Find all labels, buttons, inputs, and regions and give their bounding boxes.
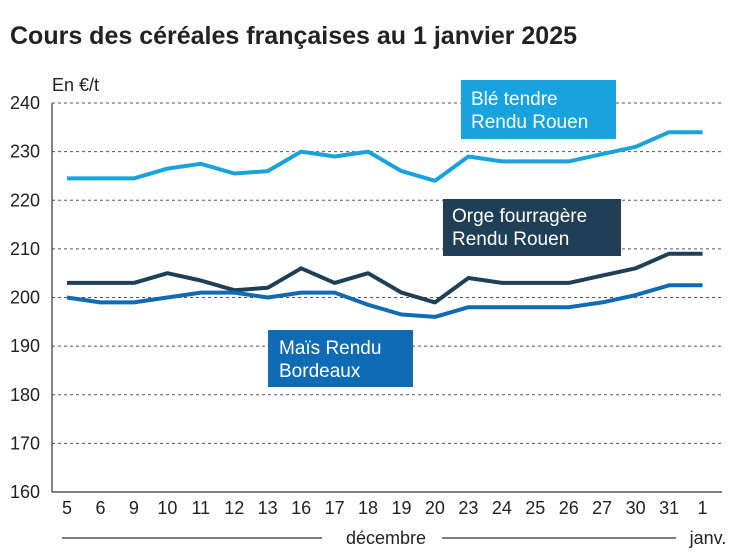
series-lines — [66, 130, 703, 319]
series-line-0 — [67, 130, 703, 183]
series-label-box — [268, 330, 413, 387]
x-tick-label: 12 — [224, 498, 244, 518]
x-tick-label: 26 — [559, 498, 579, 518]
y-tick-label: 190 — [10, 336, 40, 356]
x-tick-label: 20 — [425, 498, 445, 518]
x-tick-label: 31 — [659, 498, 679, 518]
series-label-box — [443, 199, 621, 256]
y-tick-label: 170 — [10, 433, 40, 453]
series-label-line: Rendu Rouen — [452, 229, 569, 250]
series-label-line: Maïs Rendu — [279, 338, 381, 359]
x-tick-label: 24 — [492, 498, 512, 518]
y-tick-label: 180 — [10, 385, 40, 405]
x-tick-label: 19 — [391, 498, 411, 518]
x-tick-label: 1 — [698, 498, 708, 518]
x-tick-label: 25 — [525, 498, 545, 518]
month-label-january: janv. — [689, 528, 727, 548]
x-tick-label: 9 — [129, 498, 139, 518]
y-axis-label: En €/t — [52, 75, 99, 95]
series-line-1 — [67, 251, 703, 305]
y-tick-label: 240 — [10, 93, 40, 113]
x-tick-label: 16 — [291, 498, 311, 518]
series-line-2 — [66, 283, 703, 319]
month-label-december: décembre — [346, 528, 426, 548]
series-label-line: Rendu Rouen — [471, 112, 588, 133]
y-tick-label: 160 — [10, 482, 40, 502]
y-tick-label: 210 — [10, 239, 40, 259]
x-tick-label: 5 — [62, 498, 72, 518]
series-label-line: Blé tendre — [471, 89, 558, 110]
series-label-line: Orge fourragère — [452, 206, 587, 227]
x-tick-label: 18 — [358, 498, 378, 518]
series-label-box — [461, 80, 616, 139]
x-tick-label: 27 — [592, 498, 612, 518]
x-tick-label: 30 — [626, 498, 646, 518]
chart-title: Cours des céréales françaises au 1 janvi… — [10, 22, 578, 50]
x-axis-ticks: 5 6 9 10 11 12 13 16 17 18 19 20 23 24 25 26 27 30 31 1 — [62, 498, 708, 518]
x-tick-label: 13 — [258, 498, 278, 518]
x-tick-label: 17 — [325, 498, 345, 518]
series-label-line: Bordeaux — [279, 361, 361, 382]
y-tick-label: 220 — [10, 190, 40, 210]
y-tick-label: 200 — [10, 288, 40, 308]
x-tick-label: 11 — [191, 498, 210, 518]
y-axis-ticks: 160 170 180 190 200 210 220 230 240 — [10, 93, 40, 502]
month-axis: décembre janv. — [62, 528, 726, 548]
x-tick-label: 23 — [458, 498, 478, 518]
x-tick-label: 6 — [95, 498, 105, 518]
y-tick-label: 230 — [10, 142, 40, 162]
x-tick-label: 10 — [157, 498, 177, 518]
